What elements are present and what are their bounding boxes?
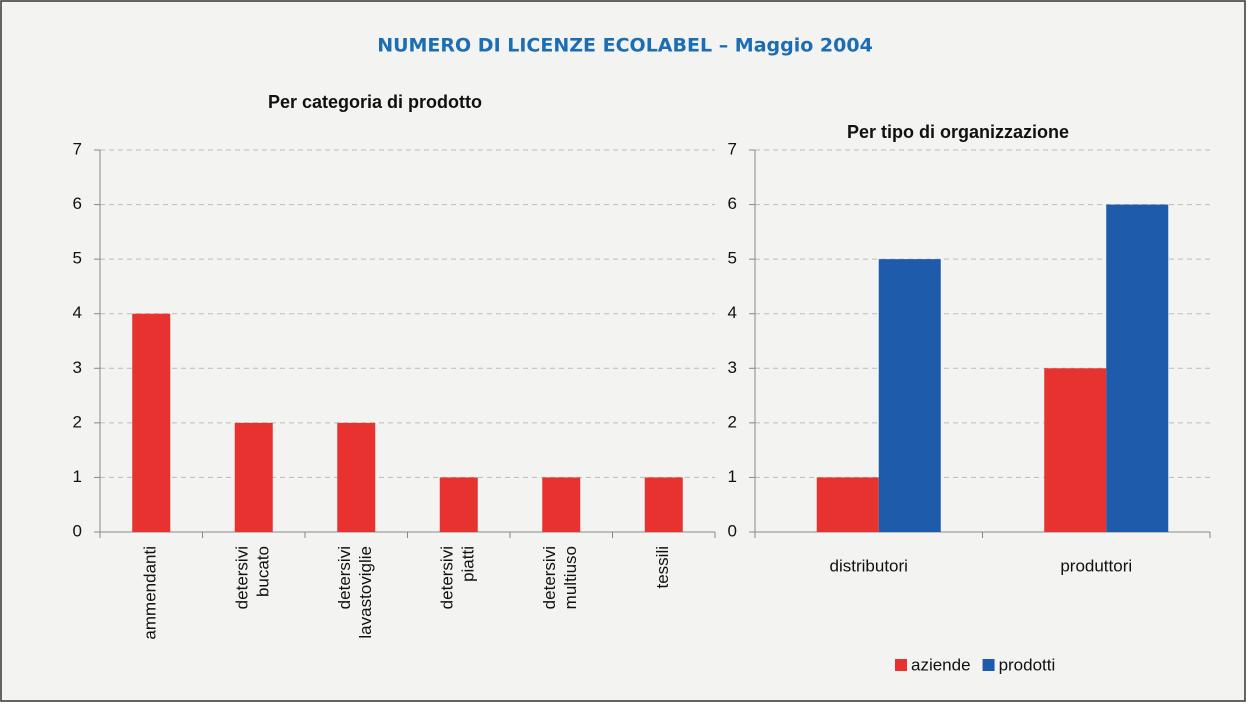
bar [1106, 204, 1169, 533]
y-tick-label: 6 [73, 194, 82, 213]
x-tick-label: distributori [830, 556, 908, 575]
bar [542, 477, 581, 532]
x-tick-label-line: ammendanti [141, 546, 160, 640]
x-tick-label-line: detersivi [438, 546, 457, 609]
y-tick-label: 2 [728, 412, 737, 431]
x-tick-label-line: piatti [459, 546, 478, 582]
x-tick-label-line: lavastoviglie [356, 546, 375, 639]
y-tick-label: 2 [73, 412, 82, 431]
x-tick-label: detersivi bucato [233, 546, 273, 609]
x-tick-label-line: bucato [254, 546, 273, 597]
x-tick-label-line: detersivi [233, 546, 252, 609]
bar [816, 477, 879, 532]
bar [1044, 368, 1107, 532]
y-tick-label: 3 [728, 358, 737, 377]
chart-title: Per tipo di organizzazione [847, 122, 1069, 142]
x-tick-label: produttori [1060, 556, 1132, 575]
x-tick-label-line: multiuso [561, 546, 580, 609]
x-tick-label: detersivi piatti [438, 546, 478, 609]
x-tick-label: ammendanti [141, 546, 160, 640]
x-tick-label: tessili [653, 546, 672, 589]
legend-swatch [895, 659, 907, 671]
y-tick-label: 0 [73, 521, 82, 540]
bar [878, 259, 941, 532]
bar [337, 422, 376, 532]
bar [234, 422, 273, 532]
x-tick-label-line: detersivi [335, 546, 354, 609]
y-tick-label: 1 [728, 467, 737, 486]
legend-label: aziende [911, 655, 971, 674]
y-tick-label: 4 [73, 303, 82, 322]
legend-swatch [982, 659, 995, 671]
y-tick-label: 0 [728, 521, 737, 540]
x-tick-label-line: tessili [653, 546, 672, 589]
y-tick-label: 1 [73, 467, 82, 486]
x-tick-label: detersivi multiuso [540, 546, 580, 609]
bar [439, 477, 478, 532]
y-tick-label: 7 [728, 139, 737, 158]
y-tick-label: 6 [728, 194, 737, 213]
y-tick-label: 7 [73, 139, 82, 158]
bar [132, 313, 171, 532]
y-tick-label: 3 [73, 358, 82, 377]
page-title: NUMERO DI LICENZE ECOLABEL – Maggio 2004 [377, 35, 873, 57]
x-tick-label: detersivi lavastoviglie [335, 546, 375, 639]
chart-title: Per categoria di prodotto [268, 92, 482, 112]
y-tick-label: 5 [73, 249, 82, 268]
legend-label: prodotti [999, 655, 1056, 674]
y-tick-label: 5 [728, 249, 737, 268]
x-tick-label-line: detersivi [540, 546, 559, 609]
y-tick-label: 4 [728, 303, 737, 322]
bar [644, 477, 683, 532]
